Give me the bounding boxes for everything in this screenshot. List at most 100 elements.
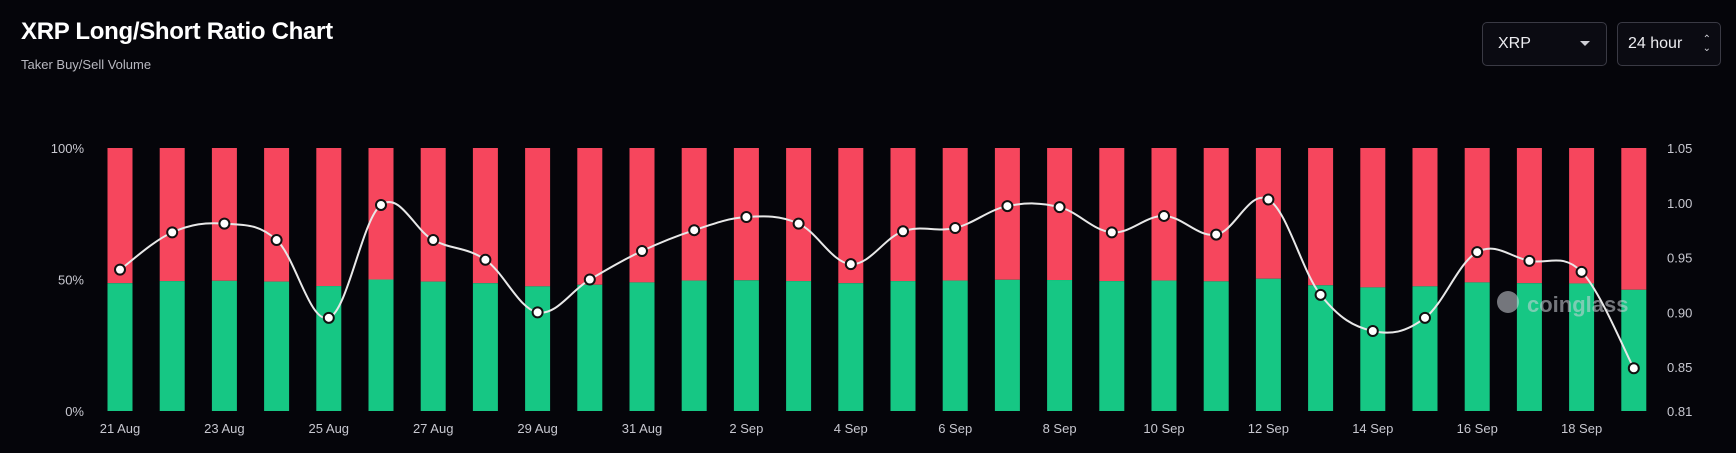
y-left-tick-label: 100%	[51, 141, 85, 156]
short-bar	[942, 148, 968, 281]
chevron-down-icon	[1580, 41, 1590, 46]
short-bar	[1308, 148, 1334, 286]
long-bar	[1151, 280, 1177, 411]
ratio-point	[427, 234, 440, 247]
short-bar	[577, 148, 603, 285]
ratio-point	[114, 263, 126, 276]
x-tick-label: 25 Aug	[309, 421, 350, 436]
long-bar	[1412, 286, 1438, 411]
long-bar	[942, 280, 968, 411]
short-bar	[890, 148, 916, 282]
short-bar	[1569, 148, 1595, 284]
coinglass-watermark: coinglass	[1497, 291, 1628, 317]
ratio-point	[1053, 201, 1066, 214]
ratio-point	[1314, 288, 1327, 301]
ratio-point	[1262, 193, 1275, 206]
coin-select-value: XRP	[1498, 35, 1531, 52]
ratio-point	[1105, 226, 1118, 239]
long-bar	[629, 282, 655, 411]
ratio-line	[119, 196, 1635, 369]
long-bar	[994, 279, 1020, 411]
ratio-point	[375, 198, 387, 211]
ratio-point	[792, 217, 805, 230]
long-bar	[1047, 280, 1073, 411]
x-tick-label: 14 Sep	[1352, 421, 1393, 436]
ratio-point	[322, 311, 335, 324]
ratio-point	[583, 273, 596, 286]
short-bar	[264, 148, 290, 282]
page-subtitle: Taker Buy/Sell Volume	[21, 57, 152, 72]
x-tick-label: 23 Aug	[204, 421, 245, 436]
long-bar	[525, 286, 551, 411]
short-bar	[786, 148, 812, 282]
ratio-point	[1627, 362, 1640, 375]
ratio-point	[949, 221, 962, 234]
short-bar	[211, 148, 237, 281]
ratio-point	[531, 306, 544, 319]
up-down-chevron-icon: ⌃ ⌄	[1702, 34, 1711, 54]
x-tick-label: 29 Aug	[517, 421, 558, 436]
y-left-tick-label: 0%	[65, 404, 84, 419]
coin-select[interactable]: XRP	[1482, 22, 1607, 66]
range-select-value: 24 hour	[1628, 35, 1683, 52]
long-bar	[1464, 282, 1490, 411]
ratio-point	[270, 234, 283, 247]
long-bar	[1255, 278, 1281, 411]
short-bar	[1203, 148, 1229, 282]
short-bar	[316, 148, 342, 287]
long-bar	[577, 284, 603, 411]
long-bar	[1516, 283, 1542, 411]
x-tick-label: 31 Aug	[622, 421, 663, 436]
short-bar	[994, 148, 1020, 280]
ratio-point	[897, 225, 909, 238]
y-right-tick-label: 0.81	[1667, 404, 1692, 419]
y-right-tick-label: 0.85	[1667, 360, 1692, 375]
ratio-point	[688, 224, 701, 237]
ratio-point	[1366, 325, 1379, 338]
range-select[interactable]: 24 hour ⌃ ⌄	[1617, 22, 1721, 66]
ratio-point	[1419, 311, 1431, 324]
x-tick-label: 6 Sep	[938, 421, 972, 436]
long-bar	[1203, 281, 1229, 411]
long-bar	[368, 279, 394, 411]
long-bar	[264, 281, 290, 411]
long-bar	[786, 281, 812, 411]
short-bar	[681, 148, 707, 281]
long-bar	[316, 286, 342, 411]
y-right-tick-label: 0.95	[1667, 251, 1692, 266]
long-bar	[472, 283, 498, 411]
ratio-point	[1575, 265, 1588, 278]
y-right-tick-label: 0.90	[1667, 305, 1692, 320]
short-bar	[420, 148, 446, 282]
watermark-text: coinglass	[1527, 292, 1628, 317]
y-right-tick-label: 1.05	[1667, 141, 1692, 156]
short-bar	[159, 148, 185, 282]
y-left-tick-label: 50%	[58, 273, 84, 288]
short-bar	[525, 148, 551, 287]
y-right-tick-label: 1.00	[1667, 196, 1692, 211]
short-bar	[368, 148, 394, 280]
ratio-point	[479, 253, 492, 266]
ratio-point	[166, 226, 179, 239]
x-tick-label: 12 Sep	[1248, 421, 1289, 436]
short-bar	[1255, 148, 1281, 279]
ratio-point	[1471, 246, 1484, 259]
x-tick-label: 10 Sep	[1143, 421, 1184, 436]
short-bar	[629, 148, 655, 283]
x-tick-label: 27 Aug	[413, 421, 454, 436]
long-bar	[1308, 285, 1334, 411]
ratio-point	[1523, 254, 1536, 267]
long-bar	[838, 283, 864, 411]
ratio-point	[844, 258, 857, 271]
long-bar	[1099, 281, 1125, 411]
ratio-point	[218, 217, 231, 230]
ratio-point	[636, 245, 648, 258]
long-bar	[159, 281, 185, 411]
short-bar	[1412, 148, 1438, 287]
x-tick-label: 16 Sep	[1457, 421, 1498, 436]
long-bar	[733, 280, 759, 411]
short-bar	[1621, 148, 1647, 290]
long-bar	[1569, 283, 1595, 411]
short-bar	[1464, 148, 1490, 283]
